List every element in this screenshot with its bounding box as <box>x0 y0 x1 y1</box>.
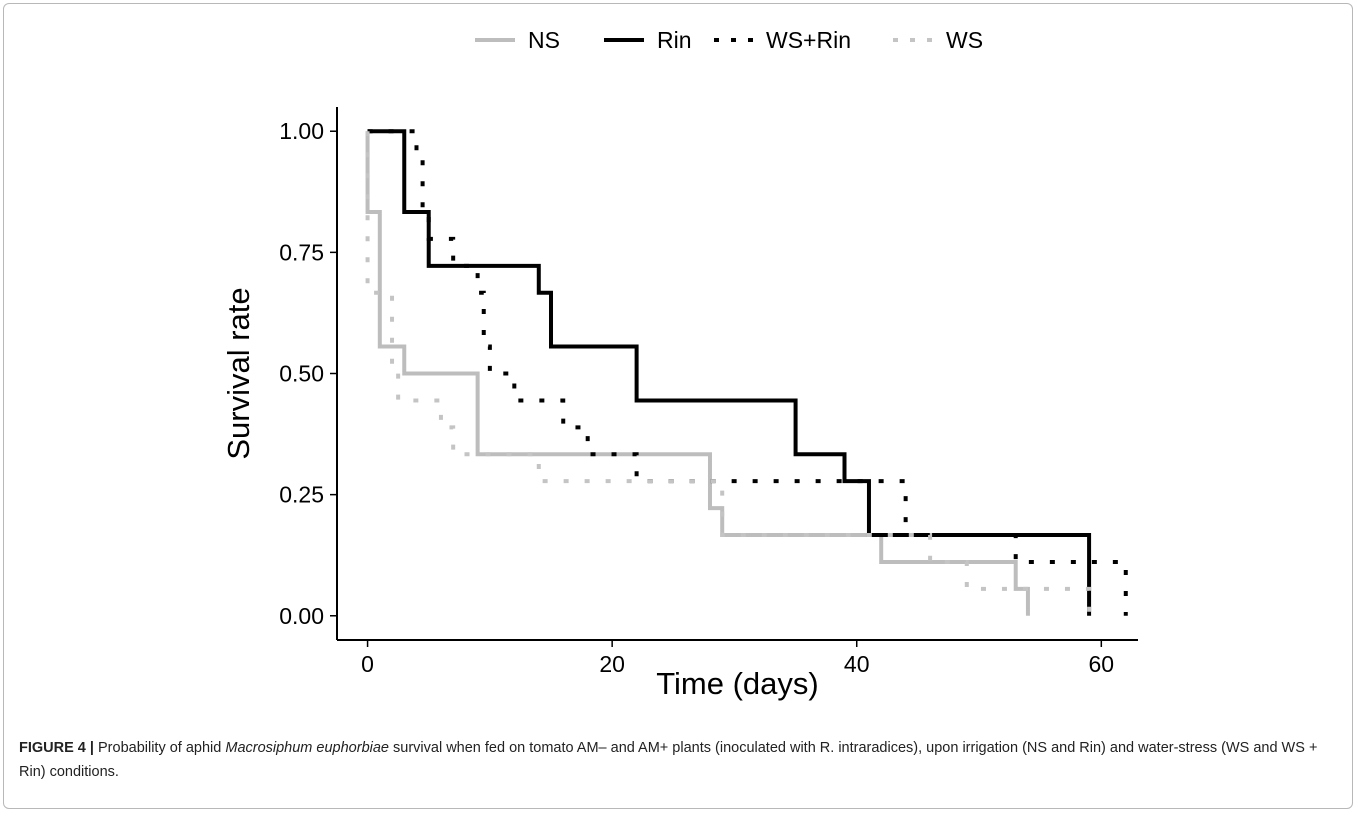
legend-label-ws-rin: WS+Rin <box>766 27 851 53</box>
x-tick-label: 60 <box>1089 651 1115 677</box>
caption-text-before: Probability of aphid <box>98 740 222 756</box>
x-axis-title: Time (days) <box>656 666 818 701</box>
series-ws-rin <box>367 129 1128 616</box>
figure-caption: FIGURE 4 | Probability of aphid Macrosip… <box>19 736 1344 784</box>
legend-label-ns: NS <box>528 27 560 53</box>
legend-label-rin: Rin <box>657 27 692 53</box>
axes: 0.00 0.25 0.50 0.75 1.00 0 20 40 60 Time (days) Su… <box>221 107 1138 701</box>
caption-label: FIGURE 4 | <box>19 740 94 756</box>
y-axis-title: Survival rate <box>221 287 256 459</box>
y-tick-label: 0.75 <box>279 239 324 265</box>
caption-text-after: survival when fed on tomato AM– and AM+ … <box>19 740 1318 780</box>
legend-label-ws: WS <box>946 27 983 53</box>
x-tick-label: 40 <box>844 651 870 677</box>
caption-species: Macrosiphum euphorbiae <box>225 740 389 756</box>
figure-frame <box>3 3 1353 809</box>
series-rin <box>367 129 1092 616</box>
y-tick-label: 0.00 <box>279 603 324 629</box>
x-tick-label: 20 <box>599 651 625 677</box>
plot-area <box>365 129 1128 616</box>
y-tick-label: 1.00 <box>279 118 324 144</box>
x-tick-label: 0 <box>361 651 374 677</box>
series-ns <box>365 131 1030 616</box>
y-tick-label: 0.25 <box>279 482 324 508</box>
legend: NS Rin WS+Rin WS <box>475 27 983 53</box>
y-tick-label: 0.50 <box>279 361 324 387</box>
survival-chart: NS Rin WS+Rin WS 0.00 0.25 0.50 0.75 1.00 0 20 40 6… <box>221 27 1138 701</box>
